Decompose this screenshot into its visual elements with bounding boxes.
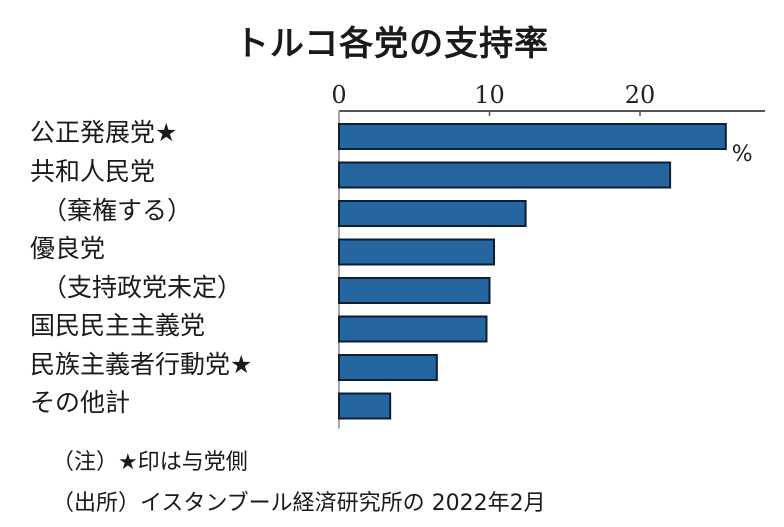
x-tick-label: 0 [331, 81, 346, 109]
category-label: 優良党 [30, 234, 106, 263]
x-tick-label: 10 [474, 81, 505, 109]
category-label: （支持政党未定） [42, 273, 243, 302]
category-label: 国民民主主義党 [30, 311, 206, 340]
category-label: 民族主義者行動党★ [30, 350, 253, 379]
bar [338, 161, 672, 189]
bar [338, 315, 488, 343]
bar [338, 123, 727, 150]
bar [338, 200, 527, 227]
bar [338, 277, 491, 304]
category-label: （棄権する） [42, 196, 193, 225]
bar [338, 238, 496, 266]
unit-label: % [732, 142, 753, 167]
bars [338, 123, 727, 420]
source-note: （出所）イスタンブール経済研究所の 2022年2月 [52, 491, 546, 516]
footnote: （注）★印は与党側 [52, 450, 248, 475]
category-label: その他計 [30, 388, 131, 417]
bar [338, 354, 438, 381]
category-label: 共和人民党 [30, 157, 156, 186]
chart-title: トルコ各党の支持率 [234, 24, 550, 64]
category-label: 公正発展党★ [30, 118, 178, 147]
x-tick-label: 20 [625, 81, 656, 109]
bar [338, 392, 392, 420]
